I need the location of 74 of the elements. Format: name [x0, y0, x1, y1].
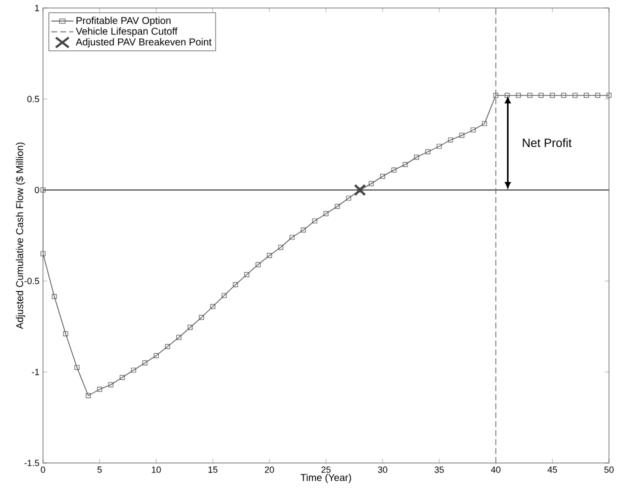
- point: [188, 324, 193, 330]
- point: [52, 294, 57, 299]
- point: [176, 334, 182, 340]
- x-tick-label: 30: [378, 466, 388, 473]
- point: [74, 364, 80, 370]
- point: [256, 262, 261, 268]
- x-tick-label: 25: [321, 466, 331, 473]
- x-tick-label: 10: [152, 466, 161, 473]
- point: [63, 331, 68, 336]
- point: [120, 374, 125, 380]
- point: [165, 344, 170, 350]
- point: [448, 137, 454, 142]
- x-tick-label: 20: [264, 466, 274, 473]
- point: [538, 92, 544, 98]
- point: [334, 204, 340, 209]
- point: [391, 167, 396, 172]
- point: [210, 304, 216, 309]
- point: [493, 92, 498, 98]
- y-tick-label: 0.5: [27, 96, 40, 102]
- y-tick-label: -1.5: [24, 460, 40, 466]
- legend-label: Adjusted PAV Breakeven Point: [76, 38, 212, 48]
- x-tick-label: 35: [434, 466, 444, 473]
- x-tick-label: 15: [208, 466, 218, 473]
- legend-label: Profitable PAV Option: [76, 16, 171, 26]
- point: [300, 228, 306, 233]
- point: [290, 234, 295, 240]
- point: [584, 92, 589, 98]
- x-tick-label: 45: [548, 466, 558, 473]
- point: [40, 251, 46, 256]
- point: [324, 211, 328, 216]
- point: [108, 382, 114, 388]
- point: [425, 149, 430, 154]
- point: [86, 393, 91, 398]
- point: [131, 368, 136, 373]
- point: [312, 218, 318, 224]
- point: [244, 272, 250, 278]
- point: [354, 184, 366, 196]
- x-tick-label: 50: [604, 466, 614, 473]
- x-axis-title: Time (Year): [300, 474, 352, 484]
- point: [402, 162, 408, 168]
- annotation: Net Profit: [522, 138, 572, 148]
- point: [595, 92, 600, 98]
- point: [222, 293, 227, 298]
- point: [470, 127, 476, 132]
- point: [380, 174, 386, 179]
- point: [459, 132, 464, 138]
- point: [97, 386, 102, 392]
- point: [278, 244, 284, 250]
- point: [266, 253, 272, 258]
- point: [142, 360, 148, 366]
- point: [154, 353, 159, 358]
- legend-label: Vehicle Lifespan Cutoff: [76, 27, 178, 37]
- y-tick-label: 0: [34, 186, 40, 194]
- point: [368, 181, 374, 186]
- point: [527, 92, 532, 98]
- y-tick-label: -1: [32, 368, 40, 376]
- point: [436, 144, 442, 149]
- point: [572, 92, 578, 98]
- point: [550, 92, 555, 98]
- point: [504, 92, 510, 98]
- point: [198, 314, 204, 320]
- x-tick-label: 0: [40, 466, 46, 473]
- y-tick-label: -0.5: [24, 278, 40, 284]
- point: [40, 188, 46, 192]
- point: [414, 154, 420, 160]
- point: [516, 92, 521, 98]
- point: [561, 92, 566, 98]
- point: [606, 92, 612, 98]
- point: [482, 121, 487, 126]
- point: [346, 196, 352, 201]
- x-tick-label: 5: [97, 466, 102, 473]
- y-tick-label: 1: [35, 4, 40, 12]
- point: [232, 282, 238, 288]
- x-tick-label: 40: [491, 466, 500, 473]
